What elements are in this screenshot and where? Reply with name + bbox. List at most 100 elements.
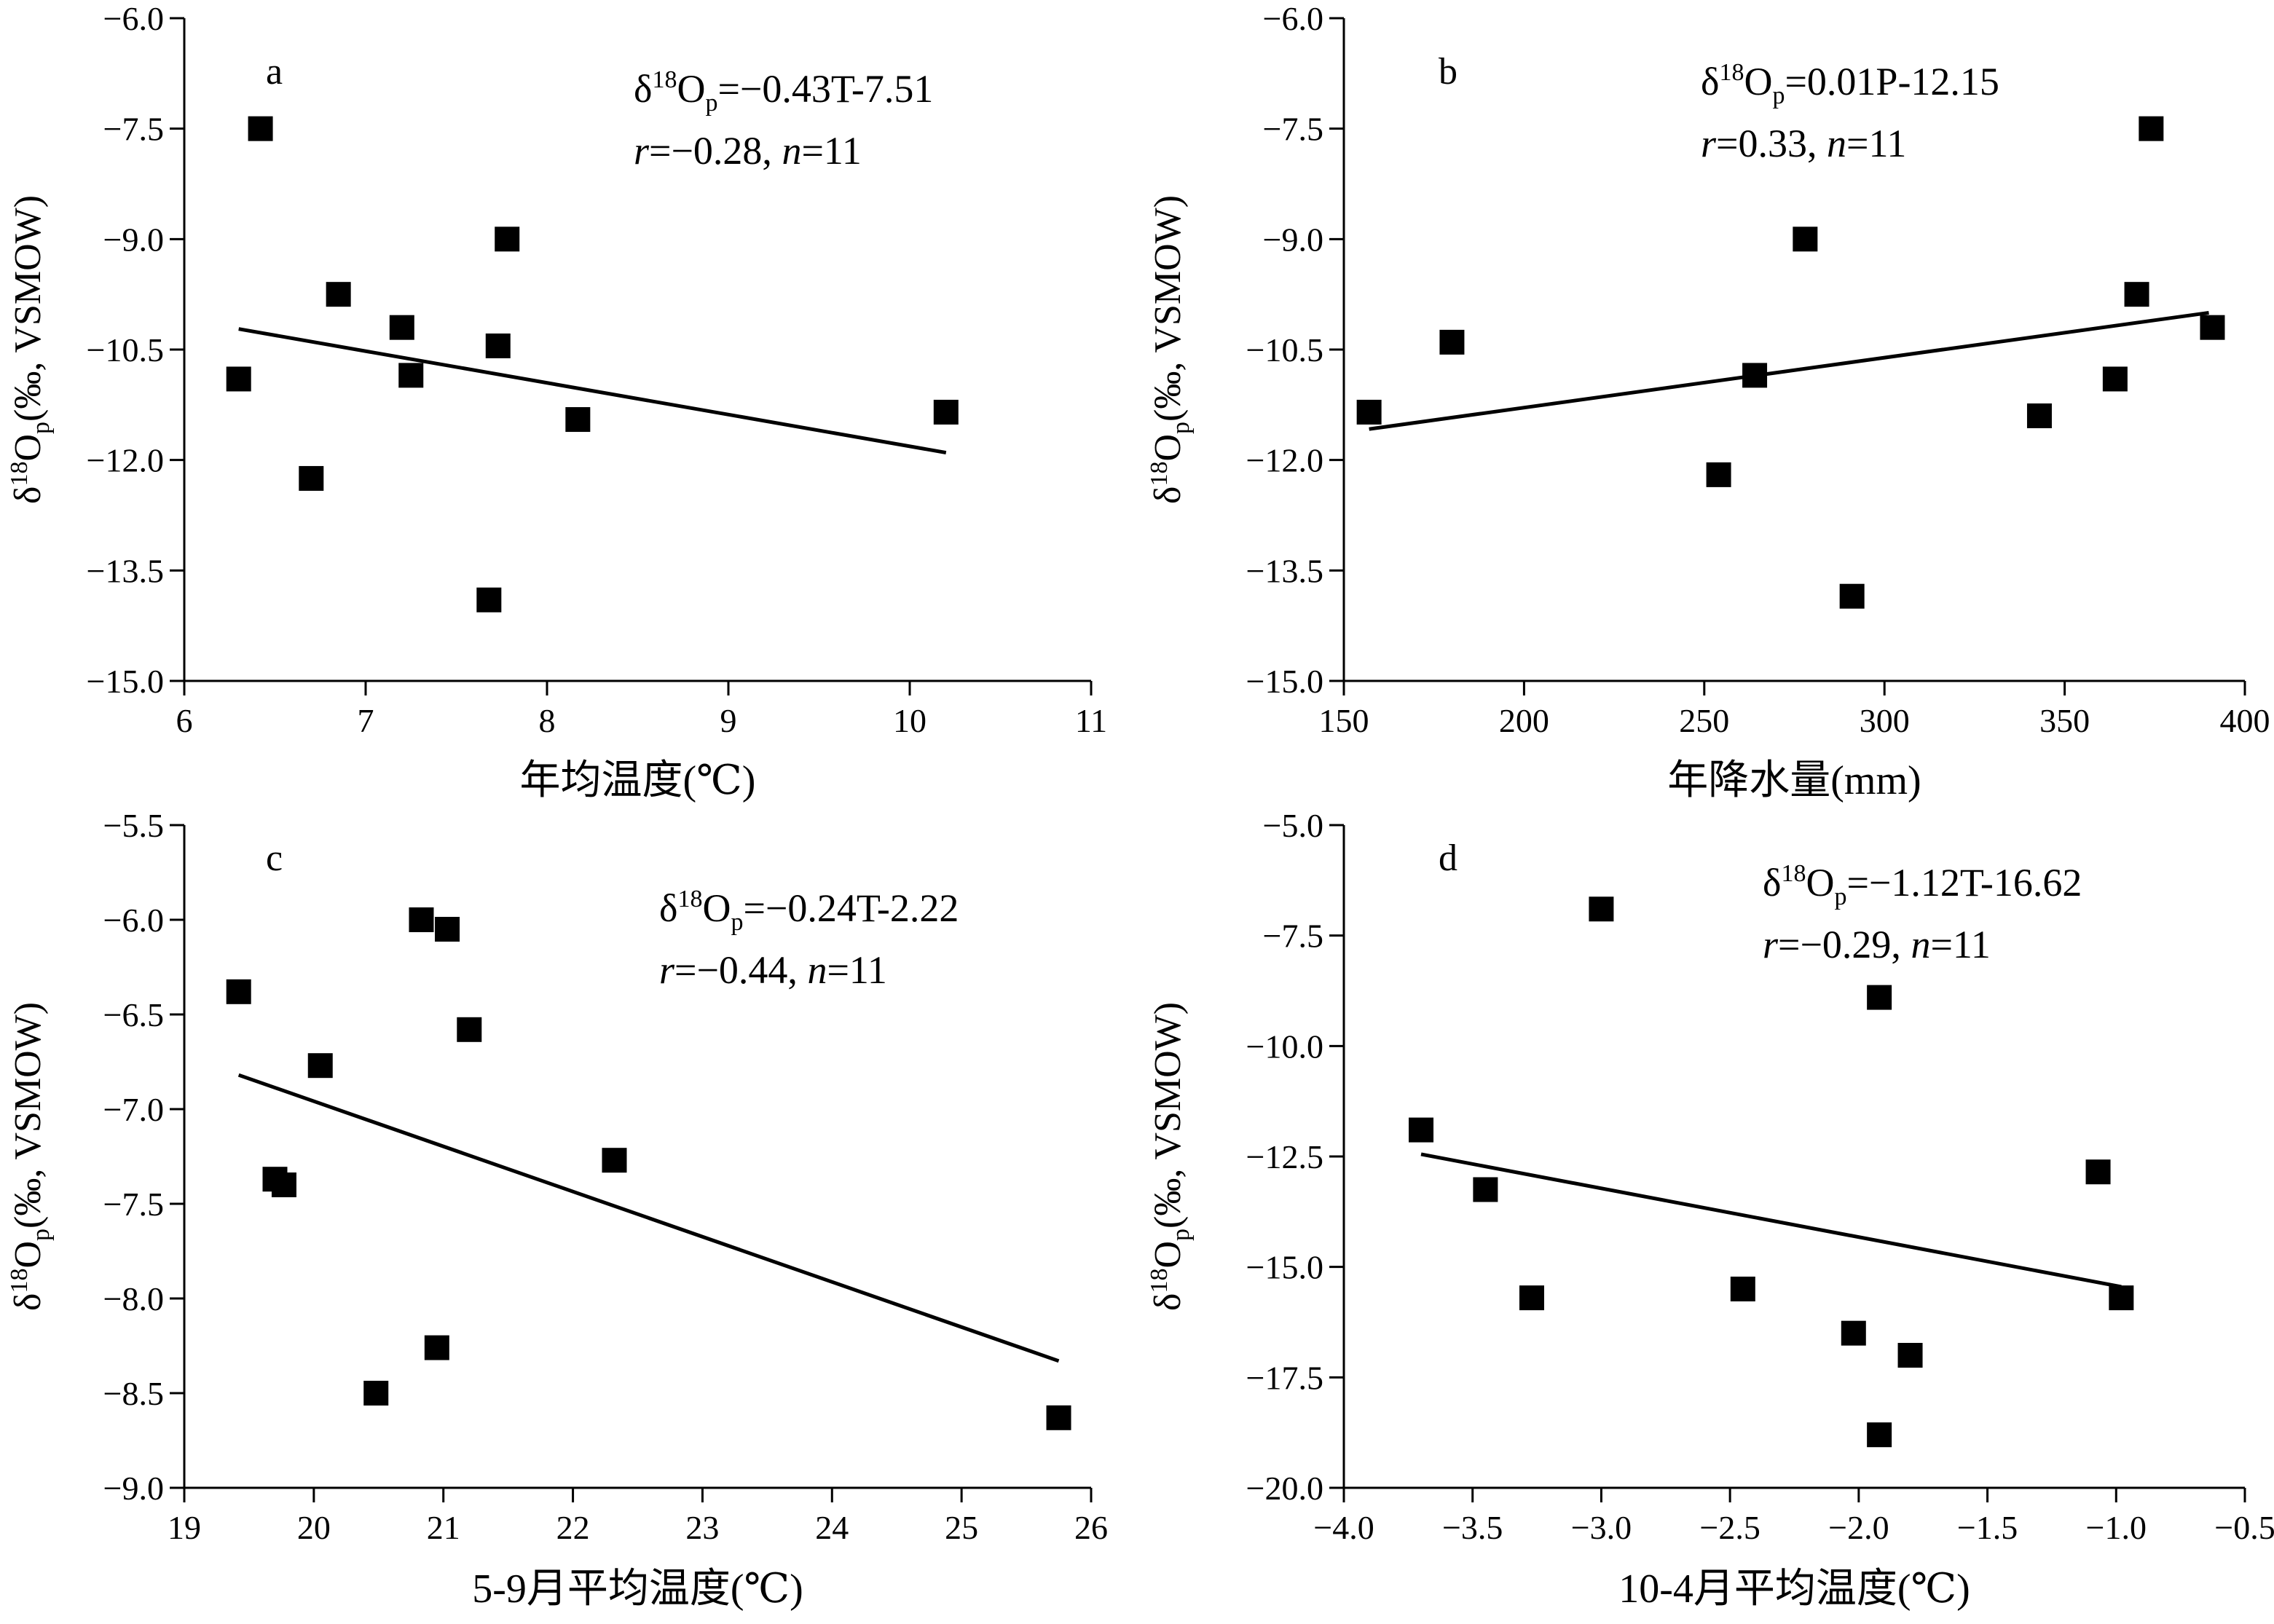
x-tick-label-d: −2.5 — [1699, 1509, 1760, 1546]
x-tick-label-a: 7 — [358, 702, 374, 739]
y-axis-label-b: δ18Op(‰, VSMOW) — [1146, 195, 1195, 504]
regression-stats-c: r=−0.44, n=11 — [659, 948, 887, 992]
x-tick-label-d: −1.5 — [1957, 1509, 2018, 1546]
data-point-b — [1839, 583, 1865, 609]
y-tick-label-b: −10.5 — [1246, 331, 1323, 368]
data-point-b — [1742, 363, 1768, 388]
x-tick-label-c: 21 — [427, 1509, 460, 1546]
x-tick-label-d: −2.0 — [1828, 1509, 1889, 1546]
data-point-d — [1897, 1343, 1923, 1368]
regression-equation-a: δ18Op=−0.43T-7.51 — [634, 66, 933, 117]
x-tick-label-c: 19 — [168, 1509, 201, 1546]
x-tick-label-b: 200 — [1499, 702, 1549, 739]
data-point-d — [2085, 1159, 2111, 1185]
y-tick-label-d: −17.5 — [1246, 1359, 1323, 1396]
data-point-a — [565, 407, 591, 433]
y-tick-label-c: −7.0 — [103, 1091, 164, 1128]
panel-letter-d: d — [1439, 837, 1457, 879]
y-tick-label-d: −15.0 — [1246, 1249, 1323, 1286]
x-tick-label-b: 250 — [1679, 702, 1729, 739]
y-tick-label-a: −15.0 — [87, 663, 164, 700]
y-tick-label-c: −8.0 — [103, 1280, 164, 1317]
x-tick-label-d: −4.0 — [1313, 1509, 1374, 1546]
trendline-c — [237, 1073, 1060, 1363]
x-tick-label-d: −0.5 — [2214, 1509, 2274, 1546]
data-point-a — [299, 465, 324, 491]
y-tick-label-c: −6.0 — [103, 902, 164, 939]
y-tick-label-b: −13.5 — [1246, 552, 1323, 589]
data-point-b — [2139, 116, 2164, 141]
x-tick-label-a: 8 — [539, 702, 556, 739]
y-tick-label-b: −9.0 — [1263, 221, 1323, 258]
regression-stats-a: r=−0.28, n=11 — [634, 129, 862, 173]
data-point-c — [226, 979, 251, 1004]
y-tick-label-c: −5.5 — [103, 807, 164, 844]
data-point-d — [1867, 985, 1892, 1010]
trendline-a — [238, 327, 947, 455]
y-tick-label-d: −5.0 — [1263, 807, 1323, 844]
y-tick-label-a: −6.0 — [103, 0, 164, 37]
x-tick-label-b: 300 — [1860, 702, 1910, 739]
data-point-d — [1867, 1422, 1892, 1448]
x-axis-label-d: 10-4月平均温度(℃) — [1618, 1566, 1970, 1612]
y-tick-label-b: −6.0 — [1263, 0, 1323, 37]
data-point-b — [2200, 315, 2225, 340]
data-point-b — [1356, 399, 1382, 425]
data-point-d — [1519, 1285, 1545, 1311]
x-tick-label-c: 26 — [1074, 1509, 1108, 1546]
data-point-c — [602, 1148, 627, 1173]
y-tick-label-a: −9.0 — [103, 221, 164, 258]
data-point-c — [363, 1381, 389, 1406]
y-axis-label-a: δ18Op(‰, VSMOW) — [6, 195, 55, 504]
x-tick-label-a: 11 — [1075, 702, 1107, 739]
data-point-b — [2026, 403, 2052, 428]
regression-stats-d: r=−0.29, n=11 — [1763, 923, 1991, 966]
y-tick-label-c: −8.5 — [103, 1375, 164, 1412]
x-tick-label-c: 25 — [945, 1509, 978, 1546]
x-tick-label-d: −3.0 — [1571, 1509, 1632, 1546]
data-point-d — [1730, 1277, 1755, 1301]
data-point-d — [1473, 1177, 1498, 1202]
data-point-b — [1706, 462, 1731, 487]
data-point-d — [2109, 1285, 2134, 1311]
y-tick-label-b: −7.5 — [1263, 111, 1323, 148]
data-point-a — [248, 116, 273, 141]
x-axis-label-c: 5-9月平均温度(℃) — [472, 1566, 803, 1612]
y-tick-label-d: −7.5 — [1263, 918, 1323, 955]
x-tick-label-b: 150 — [1319, 702, 1369, 739]
regression-equation-c: δ18Op=−0.24T-2.22 — [659, 886, 959, 936]
trendline-d — [1420, 1152, 2122, 1289]
data-point-d — [1589, 896, 1614, 922]
data-point-c — [1046, 1405, 1071, 1430]
data-point-c — [435, 917, 460, 942]
y-tick-label-c: −6.5 — [103, 996, 164, 1033]
x-tick-label-d: −1.0 — [2086, 1509, 2147, 1546]
data-point-a — [495, 226, 520, 252]
data-point-b — [2124, 282, 2149, 307]
data-point-b — [1439, 329, 1465, 355]
data-point-a — [389, 315, 414, 340]
x-tick-label-c: 22 — [556, 1509, 590, 1546]
data-point-c — [307, 1053, 333, 1079]
regression-equation-d: δ18Op=−1.12T-16.62 — [1763, 860, 2082, 910]
x-tick-label-a: 6 — [176, 702, 193, 739]
x-tick-label-d: −3.5 — [1442, 1509, 1503, 1546]
data-point-b — [2102, 366, 2128, 392]
data-point-c — [457, 1017, 482, 1042]
trendline-b — [1369, 310, 2209, 431]
y-tick-label-d: −12.5 — [1246, 1138, 1323, 1175]
data-point-c — [271, 1172, 296, 1197]
y-tick-label-a: −12.0 — [87, 442, 164, 479]
x-tick-label-b: 350 — [2039, 702, 2090, 739]
x-tick-label-a: 9 — [720, 702, 737, 739]
x-tick-label-c: 24 — [815, 1509, 849, 1546]
panel-letter-b: b — [1439, 51, 1457, 92]
data-point-a — [933, 399, 959, 425]
data-point-a — [226, 366, 251, 392]
y-axis-label-c: δ18Op(‰, VSMOW) — [6, 1002, 55, 1311]
data-point-d — [1409, 1117, 1434, 1143]
data-point-c — [409, 907, 434, 932]
regression-equation-b: δ18Op=0.01P-12.15 — [1701, 59, 1999, 109]
data-point-b — [1793, 226, 1818, 252]
